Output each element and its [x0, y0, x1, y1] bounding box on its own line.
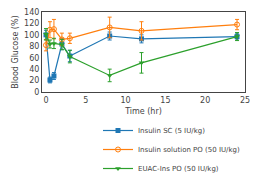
svg-text:25: 25 — [240, 96, 250, 105]
svg-text:0: 0 — [34, 88, 39, 97]
svg-text:Insulin SC (5 IU/kg): Insulin SC (5 IU/kg) — [138, 127, 205, 135]
svg-text:20: 20 — [200, 96, 210, 105]
svg-text:EUAC-Ins PO (50 IU/kg): EUAC-Ins PO (50 IU/kg) — [138, 165, 219, 173]
svg-text:20: 20 — [29, 76, 39, 85]
svg-text:100: 100 — [24, 31, 39, 40]
svg-text:10: 10 — [120, 96, 130, 105]
svg-text:Insulin solution PO (50 IU/kg): Insulin solution PO (50 IU/kg) — [138, 146, 240, 154]
svg-text:60: 60 — [29, 54, 39, 63]
svg-text:40: 40 — [29, 65, 39, 74]
svg-text:80: 80 — [29, 42, 39, 51]
svg-text:15: 15 — [160, 96, 170, 105]
svg-text:120: 120 — [24, 19, 39, 28]
svg-text:0: 0 — [43, 96, 48, 105]
svg-text:Time (hr): Time (hr) — [124, 107, 162, 116]
svg-text:140: 140 — [24, 8, 39, 17]
svg-text:Blood Glucose (%): Blood Glucose (%) — [11, 15, 20, 88]
svg-text:5: 5 — [83, 96, 88, 105]
